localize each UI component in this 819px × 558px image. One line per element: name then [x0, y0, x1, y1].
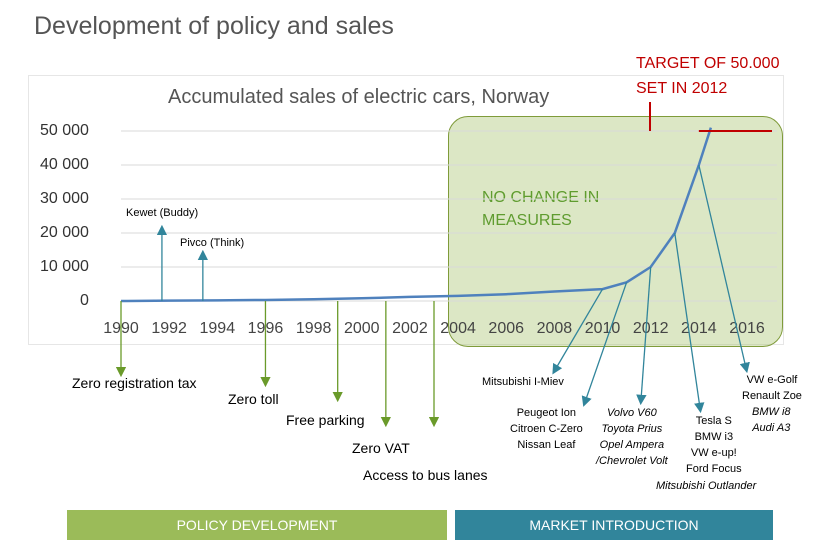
y-tick-label: 20 000: [40, 224, 89, 241]
x-tick-label: 1994: [200, 320, 236, 337]
x-tick-label: 1998: [296, 320, 332, 337]
model-label-peugeot: Peugeot Ion Citroen C-Zero Nissan Leaf: [510, 407, 583, 451]
x-tick-label: 2012: [633, 320, 669, 337]
policy-development-bar: POLICY DEVELOPMENT: [67, 510, 447, 540]
target-label: TARGET OF 50.000 SET IN 2012: [636, 55, 780, 97]
model-label-mitsubishi-outlander: Mitsubishi Outlander: [656, 480, 757, 492]
volvo-arrow: [636, 266, 652, 406]
y-tick-label: 30 000: [40, 190, 89, 207]
mitsubishi-arrow: [552, 288, 604, 375]
model-label-volvo: Volvo V60 Toyota Prius Opel Ampera /Chev…: [596, 407, 668, 467]
x-tick-label: 2006: [488, 320, 524, 337]
vw-arrow: [698, 164, 750, 374]
peugeot-arrow: [581, 282, 628, 407]
page-title: Development of policy and sales: [34, 12, 394, 40]
policy-label: Zero toll: [228, 391, 279, 407]
sales-line: [120, 127, 713, 303]
y-tick-label: 0: [80, 292, 89, 309]
model-label-tesla: Tesla S BMW i3 VW e-up! Ford Focus: [686, 415, 742, 475]
x-tick-label: 2016: [729, 320, 765, 337]
policy-label: Access to bus lanes: [363, 467, 488, 483]
x-tick-label: 2010: [585, 320, 621, 337]
tesla-arrow: [674, 232, 705, 414]
no-change-label: NO CHANGE IN MEASURES: [482, 189, 600, 229]
y-tick-label: 40 000: [40, 156, 89, 173]
no-change-region: [448, 116, 783, 347]
policy-label: Free parking: [286, 412, 365, 428]
x-tick-label: 1992: [151, 320, 187, 337]
model-label-vw: VW e-Golf Renault Zoe: [742, 374, 802, 402]
market-introduction-bar: MARKET INTRODUCTION: [455, 510, 773, 540]
policy-label: Zero registration tax: [72, 375, 197, 391]
y-tick-label: 50 000: [40, 122, 89, 139]
y-tick-label: 10 000: [40, 258, 89, 275]
chart-title: Accumulated sales of electric cars, Norw…: [168, 86, 550, 108]
model-label-mitsubishi: Mitsubishi I-Miev: [482, 376, 564, 388]
policy-label: Zero VAT: [352, 440, 410, 456]
kewet-label: Kewet (Buddy): [126, 207, 199, 219]
model-label-bmw-audi: BMW i8 Audi A3: [752, 406, 791, 434]
pivco-label: Pivco (Think): [180, 237, 245, 249]
x-tick-label: 2004: [440, 320, 476, 337]
x-tick-label: 2014: [681, 320, 717, 337]
x-tick-label: 2002: [392, 320, 428, 337]
x-tick-label: 2008: [537, 320, 573, 337]
x-tick-label: 2000: [344, 320, 380, 337]
